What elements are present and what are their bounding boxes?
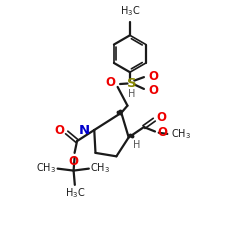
Text: O: O [68, 155, 78, 168]
Text: O: O [148, 70, 158, 83]
Text: O: O [148, 84, 158, 97]
Text: H: H [128, 89, 136, 99]
Text: $\mathregular{CH_3}$: $\mathregular{CH_3}$ [36, 161, 56, 175]
Text: O: O [157, 111, 167, 124]
Text: $\mathregular{H_3C}$: $\mathregular{H_3C}$ [65, 186, 85, 200]
Text: O: O [157, 126, 167, 140]
Text: O: O [54, 124, 64, 137]
Text: $\mathregular{H_3C}$: $\mathregular{H_3C}$ [120, 4, 140, 18]
Text: $\mathregular{CH_3}$: $\mathregular{CH_3}$ [170, 128, 190, 141]
Text: N: N [79, 124, 90, 136]
Text: S: S [127, 77, 137, 90]
Text: $\mathregular{CH_3}$: $\mathregular{CH_3}$ [90, 161, 110, 175]
Text: O: O [106, 76, 116, 89]
Text: H: H [133, 140, 140, 150]
